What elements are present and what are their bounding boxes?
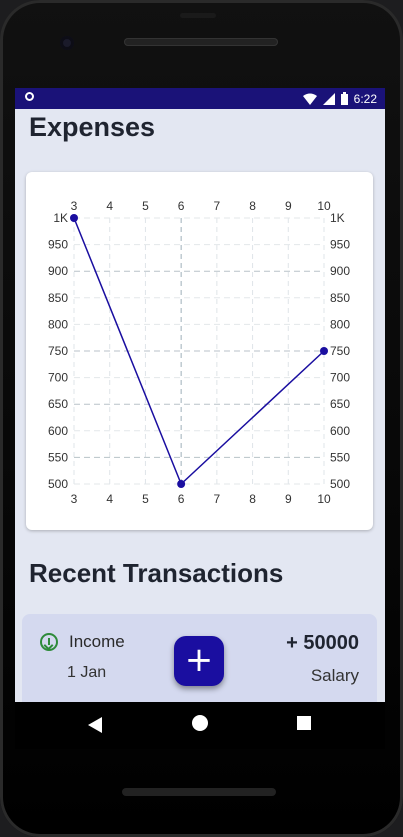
y-tick-label-left: 550 [48,450,68,464]
transaction-type: Income [69,632,125,651]
battery-icon [340,92,348,105]
screen: 6:22 Expenses 3 3 4 4 5 5 6 6 7 7 8 8 9 9 10 10 500 500 55… [15,88,385,749]
y-tick-label-right: 550 [330,450,350,464]
transaction-category: Salary [310,666,359,685]
y-tick-label-left: 700 [48,371,68,385]
x-tick-label-bottom: 10 [317,492,331,506]
y-tick-label-left: 600 [48,424,68,438]
navigation-bar [15,702,385,749]
y-tick-label-right: 600 [330,424,350,438]
notification-icon [25,92,34,101]
y-tick-label-left: 650 [48,397,68,411]
x-tick-label-bottom: 8 [249,492,256,506]
earpiece-speaker [124,38,278,46]
data-point [70,214,78,222]
y-tick-label-right: 950 [330,238,350,252]
y-tick-label-right: 850 [330,291,350,305]
y-tick-label-right: 650 [330,397,350,411]
status-bar: 6:22 [15,88,385,109]
status-icons: 6:22 [302,90,377,107]
y-tick-label-right: 700 [330,371,350,385]
add-transaction-button[interactable]: + [174,636,224,686]
x-tick-label-top: 5 [142,199,149,213]
status-time: 6:22 [353,91,377,106]
x-tick-label-bottom: 6 [178,492,185,506]
recents-icon[interactable] [297,716,311,730]
front-camera [60,36,74,50]
y-tick-label-right: 750 [330,344,350,358]
income-arrow-down-icon [40,633,58,651]
y-tick-label-left: 500 [48,477,68,491]
x-tick-label-bottom: 5 [142,492,149,506]
x-tick-label-bottom: 9 [285,492,292,506]
expenses-chart-card: 3 3 4 4 5 5 6 6 7 7 8 8 9 9 10 10 500 500 550 550 600 600 650 6… [26,172,373,530]
transaction-date: 1 Jan [67,664,107,681]
x-tick-label-top: 6 [178,199,185,213]
y-tick-label-right: 1K [330,211,345,225]
y-tick-label-left: 1K [53,211,68,225]
x-tick-label-top: 10 [317,199,331,213]
y-tick-label-right: 800 [330,317,350,331]
sensor [180,13,216,18]
x-tick-label-bottom: 7 [214,492,221,506]
x-tick-label-top: 7 [214,199,221,213]
wifi-icon [302,93,317,105]
y-tick-label-left: 900 [48,264,68,278]
bottom-speaker [122,788,276,796]
x-tick-label-top: 4 [106,199,113,213]
y-tick-label-right: 500 [330,477,350,491]
x-tick-label-top: 9 [285,199,292,213]
signal-icon [322,92,335,105]
transaction-amount: + 50000 [286,632,359,654]
recent-transactions-title: Recent Transactions [29,558,284,588]
x-tick-label-bottom: 3 [71,492,78,506]
page-title: Expenses [29,112,156,142]
y-tick-label-left: 850 [48,291,68,305]
y-tick-label-left: 950 [48,238,68,252]
x-tick-label-top: 8 [249,199,256,213]
x-tick-label-top: 3 [71,199,78,213]
home-icon[interactable] [192,715,208,731]
y-tick-label-left: 800 [48,317,68,331]
y-tick-label-right: 900 [330,264,350,278]
data-point [320,347,328,355]
data-point [177,480,186,488]
x-tick-label-bottom: 4 [106,492,113,506]
y-tick-label-left: 750 [48,344,68,358]
back-icon[interactable] [88,717,102,733]
